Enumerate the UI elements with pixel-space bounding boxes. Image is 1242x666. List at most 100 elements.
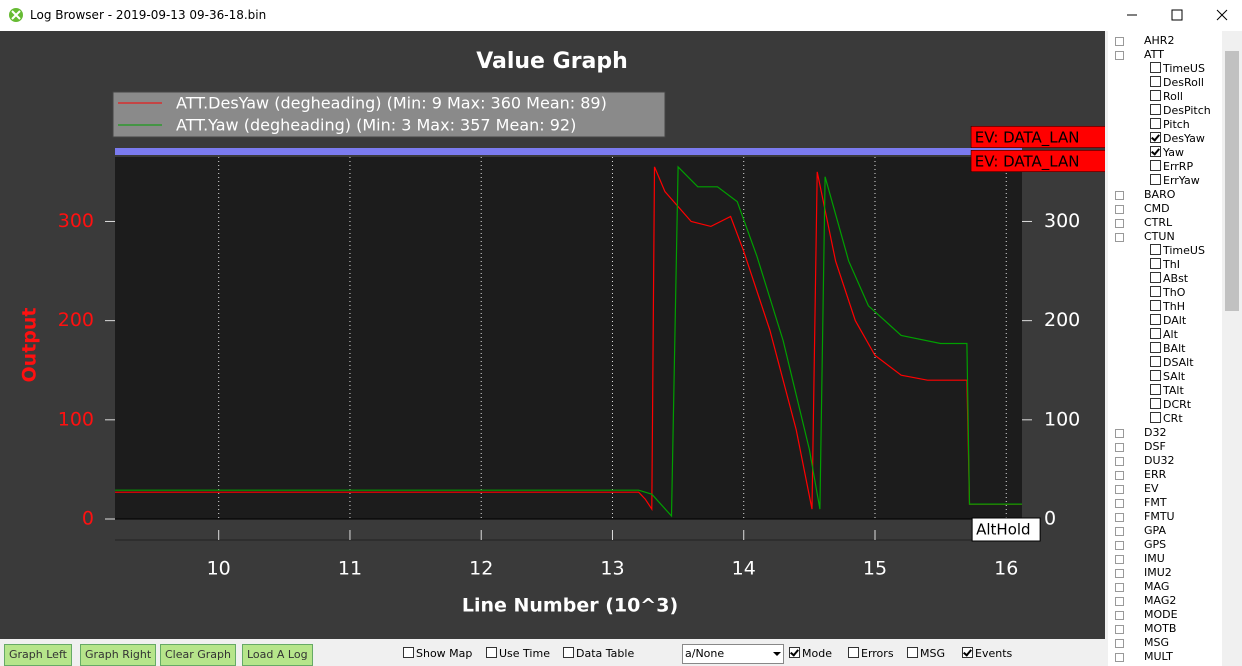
tree-leaf[interactable]: CRt: [1150, 412, 1183, 426]
tree-leaf[interactable]: DesRoll: [1150, 76, 1204, 90]
expand-button[interactable]: [1115, 527, 1124, 536]
checkbox[interactable]: [1150, 356, 1161, 367]
expand-button[interactable]: [1115, 597, 1124, 606]
option[interactable]: Mode: [789, 647, 832, 660]
tree-leaf[interactable]: DAlt: [1150, 314, 1186, 328]
collapse-button[interactable]: [1115, 233, 1124, 242]
tree-leaf[interactable]: TAlt: [1150, 384, 1184, 398]
tree-node[interactable]: IMU: [1144, 552, 1165, 565]
tree-node[interactable]: MAG: [1144, 580, 1170, 593]
button[interactable]: Graph Left: [4, 644, 72, 666]
checkbox[interactable]: [1150, 160, 1161, 171]
tree-node[interactable]: ERR: [1144, 468, 1167, 481]
checkbox[interactable]: [1150, 174, 1161, 185]
checkbox[interactable]: [848, 647, 859, 658]
checkbox[interactable]: [1150, 146, 1161, 157]
tree-node[interactable]: GPA: [1144, 524, 1166, 537]
option[interactable]: Use Time: [486, 647, 550, 660]
tree-leaf[interactable]: SAlt: [1150, 370, 1185, 384]
tree-leaf[interactable]: ErrYaw: [1150, 174, 1200, 188]
expand-button[interactable]: [1115, 219, 1124, 228]
checkbox[interactable]: [1150, 272, 1161, 283]
checkbox[interactable]: [1150, 90, 1161, 101]
expand-button[interactable]: [1115, 583, 1124, 592]
tree-leaf[interactable]: Yaw: [1150, 146, 1184, 160]
tree-node[interactable]: DU32: [1144, 454, 1175, 467]
checkbox[interactable]: [1150, 412, 1161, 423]
tree-leaf[interactable]: Roll: [1150, 90, 1183, 104]
checkbox[interactable]: [1150, 104, 1161, 115]
button[interactable]: Clear Graph: [160, 644, 237, 666]
button[interactable]: Graph Right: [80, 644, 157, 666]
expand-button[interactable]: [1115, 457, 1124, 466]
scrollbar[interactable]: [1222, 31, 1242, 666]
checkbox[interactable]: [1150, 370, 1161, 381]
option[interactable]: Show Map: [403, 647, 472, 660]
tree-node[interactable]: AHR2: [1144, 34, 1175, 47]
checkbox[interactable]: [1150, 62, 1161, 73]
checkbox[interactable]: [403, 647, 414, 658]
checkbox[interactable]: [1150, 328, 1161, 339]
tree-leaf[interactable]: DesYaw: [1150, 132, 1205, 146]
tree-leaf[interactable]: BAlt: [1150, 342, 1185, 356]
option[interactable]: MSG: [907, 647, 945, 660]
checkbox[interactable]: [1150, 286, 1161, 297]
tree-node[interactable]: CTRL: [1144, 216, 1173, 229]
tree-node[interactable]: MODE: [1144, 608, 1178, 621]
tree-leaf[interactable]: Alt: [1150, 328, 1178, 342]
tree-node[interactable]: EV: [1144, 482, 1159, 495]
expand-button[interactable]: [1115, 639, 1124, 648]
tree-node[interactable]: CTUN: [1144, 230, 1175, 243]
tree-node[interactable]: BARO: [1144, 188, 1176, 201]
expand-button[interactable]: [1115, 485, 1124, 494]
tree-leaf[interactable]: ThO: [1150, 286, 1185, 300]
expand-button[interactable]: [1115, 37, 1124, 46]
window-controls[interactable]: [1112, 0, 1242, 31]
expand-button[interactable]: [1115, 429, 1124, 438]
expand-button[interactable]: [1115, 625, 1124, 634]
checkbox[interactable]: [1150, 398, 1161, 409]
expand-button[interactable]: [1115, 205, 1124, 214]
expand-button[interactable]: [1115, 499, 1124, 508]
tree-leaf[interactable]: DesPitch: [1150, 104, 1211, 118]
collapse-button[interactable]: [1115, 51, 1124, 60]
expand-button[interactable]: [1115, 513, 1124, 522]
checkbox[interactable]: [1150, 384, 1161, 395]
tree-node[interactable]: GPS: [1144, 538, 1167, 551]
tree-node[interactable]: ATT: [1144, 48, 1164, 61]
checkbox[interactable]: [563, 647, 574, 658]
tree-node[interactable]: IMU2: [1144, 566, 1172, 579]
expand-button[interactable]: [1115, 471, 1124, 480]
tree-node[interactable]: FMT: [1144, 496, 1167, 509]
tree-node[interactable]: MSG: [1144, 636, 1169, 649]
checkbox[interactable]: [1150, 76, 1161, 87]
tree-leaf[interactable]: Pitch: [1150, 118, 1190, 132]
tree-leaf[interactable]: TimeUS: [1150, 244, 1205, 258]
button[interactable]: Load A Log: [242, 644, 313, 666]
tree-leaf[interactable]: ABst: [1150, 272, 1188, 286]
expand-button[interactable]: [1115, 653, 1124, 662]
checkbox[interactable]: [1150, 244, 1161, 255]
tree-leaf[interactable]: ThI: [1150, 258, 1180, 272]
checkbox[interactable]: [486, 647, 497, 658]
tree-leaf[interactable]: ErrRP: [1150, 160, 1193, 174]
tree-node[interactable]: CMD: [1144, 202, 1170, 215]
tree-node[interactable]: MOTB: [1144, 622, 1177, 635]
checkbox[interactable]: [1150, 342, 1161, 353]
checkbox[interactable]: [789, 647, 800, 658]
tree-node[interactable]: D32: [1144, 426, 1167, 439]
option[interactable]: Errors: [848, 647, 894, 660]
expand-button[interactable]: [1115, 611, 1124, 620]
tree-node[interactable]: MAG2: [1144, 594, 1177, 607]
tree-leaf[interactable]: DCRt: [1150, 398, 1191, 412]
checkbox[interactable]: [1150, 300, 1161, 311]
checkbox[interactable]: [1150, 132, 1161, 143]
expand-button[interactable]: [1115, 555, 1124, 564]
checkbox[interactable]: [907, 647, 918, 658]
checkbox[interactable]: [1150, 258, 1161, 269]
expand-button[interactable]: [1115, 541, 1124, 550]
option[interactable]: Data Table: [563, 647, 634, 660]
checkbox[interactable]: [1150, 118, 1161, 129]
tree-node[interactable]: DSF: [1144, 440, 1166, 453]
expand-button[interactable]: [1115, 443, 1124, 452]
